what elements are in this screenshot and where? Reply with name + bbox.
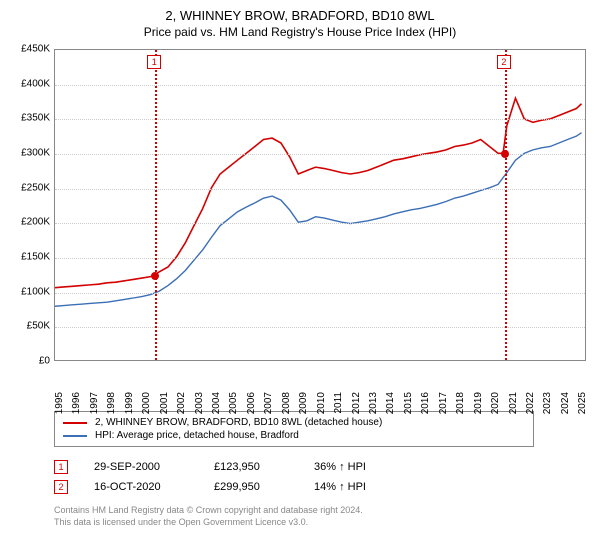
y-tick-label: £0 bbox=[39, 356, 50, 367]
legend-label-1: 2, WHINNEY BROW, BRADFORD, BD10 8WL (det… bbox=[95, 417, 382, 428]
x-tick-label: 2007 bbox=[263, 392, 274, 414]
plot-area bbox=[54, 49, 586, 361]
sale-date: 29-SEP-2000 bbox=[94, 461, 194, 473]
y-tick-label: £250K bbox=[21, 182, 50, 193]
footer-attribution: Contains HM Land Registry data © Crown c… bbox=[54, 505, 590, 528]
series-line-hpi bbox=[55, 133, 582, 307]
x-tick-label: 2006 bbox=[246, 392, 257, 414]
y-tick-label: £50K bbox=[27, 321, 50, 332]
marker-label-2: 2 bbox=[497, 55, 511, 69]
x-tick-label: 2008 bbox=[281, 392, 292, 414]
legend-item-2: HPI: Average price, detached house, Brad… bbox=[63, 429, 525, 442]
series-line-price_paid bbox=[55, 98, 582, 287]
footer-line2: This data is licensed under the Open Gov… bbox=[54, 517, 590, 529]
x-tick-label: 2010 bbox=[316, 392, 327, 414]
legend-label-2: HPI: Average price, detached house, Brad… bbox=[95, 430, 299, 441]
marker-line-2 bbox=[505, 50, 507, 360]
sale-row: 1 29-SEP-2000 £123,950 36% ↑ HPI bbox=[54, 457, 554, 477]
x-tick-label: 2002 bbox=[176, 392, 187, 414]
footer-line1: Contains HM Land Registry data © Crown c… bbox=[54, 505, 590, 517]
y-tick-label: £400K bbox=[21, 78, 50, 89]
marker-dot-1 bbox=[151, 272, 159, 280]
x-tick-label: 2001 bbox=[159, 392, 170, 414]
y-tick-label: £150K bbox=[21, 252, 50, 263]
sale-row: 2 16-OCT-2020 £299,950 14% ↑ HPI bbox=[54, 477, 554, 497]
x-tick-label: 1996 bbox=[71, 392, 82, 414]
marker-dot-2 bbox=[501, 150, 509, 158]
x-tick-label: 2012 bbox=[351, 392, 362, 414]
marker-line-1 bbox=[155, 50, 157, 360]
x-tick-label: 2020 bbox=[490, 392, 501, 414]
y-tick-label: £100K bbox=[21, 286, 50, 297]
x-tick-label: 2024 bbox=[560, 392, 571, 414]
marker-label-1: 1 bbox=[147, 55, 161, 69]
x-tick-label: 2000 bbox=[141, 392, 152, 414]
legend-swatch-1 bbox=[63, 422, 87, 424]
x-tick-label: 2018 bbox=[455, 392, 466, 414]
y-tick-label: £350K bbox=[21, 113, 50, 124]
chart-title-subtitle: Price paid vs. HM Land Registry's House … bbox=[10, 25, 590, 39]
y-tick-label: £300K bbox=[21, 148, 50, 159]
x-tick-label: 1998 bbox=[106, 392, 117, 414]
legend-swatch-2 bbox=[63, 435, 87, 437]
sales-table: 1 29-SEP-2000 £123,950 36% ↑ HPI 2 16-OCT-202… bbox=[54, 457, 554, 497]
x-tick-label: 2016 bbox=[420, 392, 431, 414]
x-tick-label: 2004 bbox=[211, 392, 222, 414]
x-tick-label: 2017 bbox=[438, 392, 449, 414]
x-tick-label: 2009 bbox=[298, 392, 309, 414]
x-tick-label: 1997 bbox=[89, 392, 100, 414]
sale-price: £123,950 bbox=[214, 461, 294, 473]
legend-box: 2, WHINNEY BROW, BRADFORD, BD10 8WL (det… bbox=[54, 411, 534, 447]
sale-pct-vs-hpi: 14% ↑ HPI bbox=[314, 481, 404, 493]
x-tick-label: 2019 bbox=[473, 392, 484, 414]
sale-price: £299,950 bbox=[214, 481, 294, 493]
sale-marker-ref: 1 bbox=[54, 460, 68, 474]
sale-date: 16-OCT-2020 bbox=[94, 481, 194, 493]
x-tick-label: 1995 bbox=[54, 392, 65, 414]
x-tick-label: 2022 bbox=[525, 392, 536, 414]
sale-marker-ref: 2 bbox=[54, 480, 68, 494]
x-tick-label: 1999 bbox=[124, 392, 135, 414]
chart-title-address: 2, WHINNEY BROW, BRADFORD, BD10 8WL bbox=[10, 8, 590, 23]
x-tick-label: 2021 bbox=[508, 392, 519, 414]
x-tick-label: 2003 bbox=[194, 392, 205, 414]
sale-pct-vs-hpi: 36% ↑ HPI bbox=[314, 461, 404, 473]
x-tick-label: 2011 bbox=[333, 392, 344, 414]
chart-container: £0 £50K £100K £150K £200K £250K £300K £350K £400… bbox=[10, 45, 590, 405]
y-tick-label: £200K bbox=[21, 217, 50, 228]
x-tick-label: 2013 bbox=[368, 392, 379, 414]
y-tick-label: £450K bbox=[21, 44, 50, 55]
x-tick-label: 2014 bbox=[385, 392, 396, 414]
x-tick-label: 2023 bbox=[542, 392, 553, 414]
x-tick-label: 2015 bbox=[403, 392, 414, 414]
x-tick-label: 2025 bbox=[577, 392, 588, 414]
x-tick-label: 2005 bbox=[228, 392, 239, 414]
legend-item-1: 2, WHINNEY BROW, BRADFORD, BD10 8WL (det… bbox=[63, 416, 525, 429]
